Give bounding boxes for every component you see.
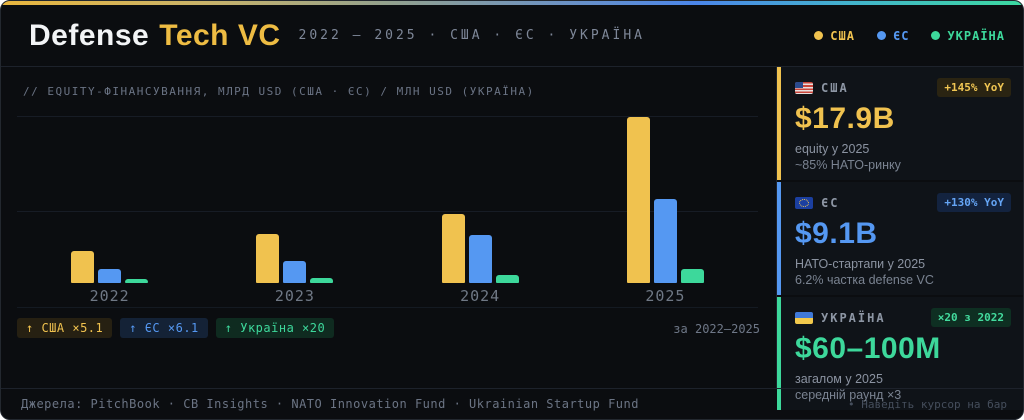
legend-label: ЄС [892,28,910,43]
card-head: ЄС +130% YoY [795,193,1011,212]
stats-sidebar: США +145% YoY $17.9B equity у 2025 ~85% … [777,67,1023,410]
us-flag-icon [795,81,813,94]
hover-hint: • Наведіть курсор на бар [848,397,1007,411]
period-note: за 2022–2025 [673,322,760,336]
bars [256,234,334,283]
stat-card-ukraine: УКРАЇНА ×20 з 2022 $60–100M загалом у 20… [777,297,1023,410]
card-value: $17.9B [795,102,895,135]
title-accent: Tech VC [159,18,281,52]
bar-ua-2023[interactable] [310,278,334,283]
bar-ua-2022[interactable] [125,279,149,283]
chart-legend: США ЄС УКРАЇНА [814,29,1005,43]
stat-card-usa: США +145% YoY $17.9B equity у 2025 ~85% … [777,67,1023,180]
year-label: 2023 [274,287,315,305]
title-primary: Defense [29,18,150,52]
growth-badge-ua: ↑ Україна ×20 [215,318,335,338]
card-label: ЄС [821,195,840,210]
chart-panel: // EQUITY-ФІНАНСУВАННЯ, МЛРД USD (США · … [1,67,777,388]
footer: Джерела: PitchBook · CB Insights · NATO … [1,388,1023,419]
header: Defense Tech VC 2022 — 2025 · США · ЄС ·… [1,5,1023,67]
growth-badge: ×20 з 2022 [930,308,1011,327]
legend-dot-icon [931,31,941,40]
card-value: $60–100M [795,332,941,365]
card-line1: загалом у 2025 [795,372,883,386]
legend-item-usa[interactable]: США [814,29,855,43]
bar-group-2024: 2024 [441,106,519,307]
legend-dot-icon [876,31,886,40]
bars [71,251,149,283]
title-subtitle: 2022 — 2025 · США · ЄС · УКРАЇНА [298,28,645,43]
yoy-badge: +130% YoY [937,193,1011,212]
bar-usa-2023[interactable] [256,234,280,283]
bar-group-2023: 2023 [256,106,334,307]
legend-label: США [830,28,855,43]
year-label: 2022 [89,287,130,305]
bar-eu-2024[interactable] [468,235,492,283]
card-head: УКРАЇНА ×20 з 2022 [795,308,1011,327]
card-line1: equity у 2025 [795,142,870,156]
bar-eu-2023[interactable] [283,261,307,283]
bar-usa-2025[interactable] [626,117,650,283]
card-label: УКРАЇНА [821,310,886,325]
bars [441,214,519,283]
bar-group-2025: 2025 [626,106,704,307]
card-label: США [821,80,849,95]
growth-badges-row: ↑ США ×5.1 ↑ ЄС ×6.1 ↑ Україна ×20 за 2022–… [17,318,762,338]
gridline [17,116,758,117]
ukraine-flag-icon [795,311,813,324]
plot-groups: 2022 2023 2024 2025 [17,106,758,307]
card-value: $9.1B [795,217,878,250]
growth-badge-eu: ↑ ЄС ×6.1 [120,318,208,338]
main-content: // EQUITY-ФІНАНСУВАННЯ, МЛРД USD (США · … [1,67,1023,410]
bar-chart: 2022 2023 2024 2025 [17,106,758,308]
legend-item-ua[interactable]: УКРАЇНА [931,29,1005,43]
card-line2: ~85% НАТО-ринку [795,158,901,172]
eu-flag-icon [795,196,813,209]
card-head: США +145% YoY [795,78,1011,97]
bar-eu-2025[interactable] [653,199,677,283]
stat-card-eu: ЄС +130% YoY $9.1B НАТО-стартапи у 2025 … [777,182,1023,295]
accent-gradient-bar [1,1,1023,5]
card-line1: НАТО-стартапи у 2025 [795,257,926,271]
sources-text: Джерела: PitchBook · CB Insights · NATO … [21,397,639,411]
bar-group-2022: 2022 [71,106,149,307]
bar-eu-2022[interactable] [98,269,122,283]
gridline [17,211,758,212]
growth-badge-usa: ↑ США ×5.1 [17,318,113,338]
year-label: 2024 [460,287,501,305]
year-label: 2025 [645,287,686,305]
bar-ua-2025[interactable] [680,269,704,283]
page-title: Defense Tech VC [29,19,281,53]
bars [626,117,704,283]
yoy-badge: +145% YoY [937,78,1011,97]
legend-label: УКРАЇНА [947,28,1005,43]
legend-dot-icon [814,31,824,40]
bar-usa-2022[interactable] [71,251,95,283]
bar-usa-2024[interactable] [441,214,465,283]
bar-ua-2024[interactable] [495,275,519,283]
card-line2: 6.2% частка defense VC [795,273,934,287]
card-line2: середній раунд ×3 [795,388,902,402]
chart-caption: // EQUITY-ФІНАНСУВАННЯ, МЛРД USD (США · … [23,85,535,98]
legend-item-eu[interactable]: ЄС [876,28,910,43]
